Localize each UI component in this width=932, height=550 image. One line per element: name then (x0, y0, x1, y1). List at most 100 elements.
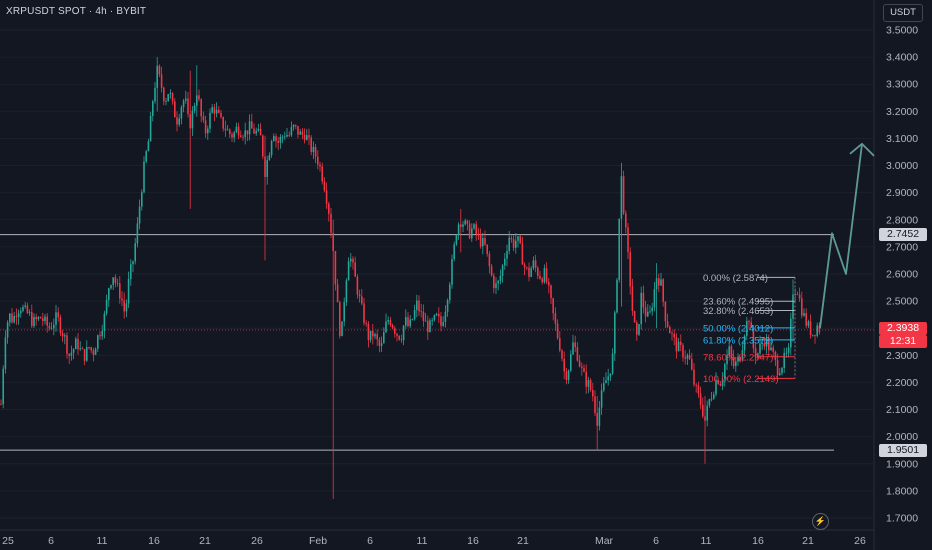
candle-body (207, 128, 209, 134)
candle-body (127, 279, 130, 304)
candle-body (226, 129, 229, 131)
y-tick-label: 3.0000 (886, 160, 918, 172)
x-tick-label: 6 (653, 535, 659, 547)
candle-body (136, 223, 139, 244)
candle-body (350, 258, 352, 262)
y-tick-label: 2.8000 (886, 214, 918, 226)
candle-body (253, 128, 255, 134)
candle-body (24, 305, 26, 307)
candle-body (413, 310, 416, 320)
candle-body (158, 65, 161, 75)
candle-body (460, 224, 462, 227)
candle-body (554, 313, 557, 324)
candle-body (596, 413, 598, 426)
candle-body (719, 383, 722, 386)
candle-body (506, 250, 508, 259)
candle-body (275, 136, 277, 141)
candle-body (772, 347, 774, 352)
x-tick-label: 16 (467, 535, 479, 547)
candle-body (279, 136, 282, 143)
candle-body (354, 262, 356, 277)
candle-body (594, 396, 596, 414)
horizontal-levels[interactable] (0, 234, 874, 451)
fibonacci-retracement[interactable]: 0.00% (2.5874) 23.60% (2.4995)32.80% (2.4… (703, 273, 796, 385)
candle-body (222, 116, 224, 129)
y-tick-label: 1.9000 (886, 458, 918, 470)
candle-body (647, 311, 649, 317)
candle-body (427, 320, 429, 333)
candle-body (680, 341, 682, 345)
candle-body (251, 121, 253, 129)
arrow-head[interactable] (849, 142, 875, 157)
candle-body (548, 281, 550, 286)
candle-body (319, 164, 321, 167)
candle-body (697, 385, 700, 394)
candle-body (26, 305, 29, 313)
candle-body (565, 371, 568, 380)
candle-body (757, 353, 759, 357)
fib-level-label: 50.00% (2.4012) (703, 323, 773, 334)
candle-body (438, 313, 440, 317)
candle-body (433, 315, 436, 320)
candle-body (110, 285, 112, 289)
candle-body (356, 276, 359, 295)
candle-body (220, 112, 222, 117)
candle-body (501, 265, 504, 276)
candle-body (737, 357, 739, 362)
candle-body (400, 339, 403, 341)
candle-body (455, 235, 458, 245)
candle-body (4, 337, 7, 369)
candle-body (154, 87, 156, 102)
candle-body (611, 353, 614, 374)
currency-button[interactable]: USDT (883, 4, 923, 22)
candle-body (702, 404, 704, 417)
candle-body (286, 134, 288, 137)
candle-body (57, 312, 59, 318)
candle-body (79, 348, 81, 350)
price-label-current: 2.3938 (879, 322, 927, 335)
y-tick-label: 2.2000 (886, 377, 918, 389)
candle-body (805, 313, 807, 326)
x-tick-label: 25 (2, 535, 14, 547)
candle-body (72, 349, 75, 353)
lightning-icon[interactable]: ⚡ (812, 513, 829, 530)
price-axis[interactable]: 3.5000 3.4000 3.3000 3.2000 3.1000 3.0000 2.90… (886, 25, 918, 525)
candle-body (706, 405, 708, 421)
candle-body (466, 220, 469, 224)
candle-body (306, 135, 308, 140)
candle-body (691, 359, 693, 370)
candle-body (649, 311, 651, 313)
candle-body (108, 288, 110, 300)
candle-body (171, 93, 174, 102)
candle-body (614, 312, 616, 354)
candle-body (75, 338, 77, 350)
candle-body (105, 299, 108, 314)
symbol-title[interactable]: XRPUSDT SPOT · 4h · BYBIT (6, 6, 147, 17)
projection-path[interactable] (819, 143, 863, 329)
candle-body (633, 311, 636, 323)
candle-body (383, 332, 385, 344)
candle-body (224, 128, 227, 131)
candle-body (515, 240, 517, 248)
projection-arrow[interactable] (819, 142, 875, 329)
candle-body (677, 341, 680, 352)
candle-body (532, 260, 535, 269)
candle-body (561, 350, 563, 359)
candle-body (651, 307, 653, 312)
candle-body (642, 292, 645, 308)
candle-body (361, 296, 363, 304)
fib-level-label: 23.60% (2.4995) (703, 297, 773, 308)
candle-body (99, 335, 101, 337)
x-tick-label: 11 (417, 535, 428, 547)
time-axis[interactable]: 25 6 11 16 21 26 Feb 6 11 16 21 Mar 6 11 16 21 26 (2, 535, 866, 547)
candle-body (774, 351, 777, 361)
candle-body (779, 373, 781, 376)
candle-body (783, 353, 785, 368)
candle-body (724, 364, 726, 380)
candle-body (781, 367, 783, 374)
candle-body (0, 404, 2, 405)
candle-body (574, 342, 576, 348)
candle-body (609, 373, 612, 377)
candle-body (213, 107, 216, 114)
